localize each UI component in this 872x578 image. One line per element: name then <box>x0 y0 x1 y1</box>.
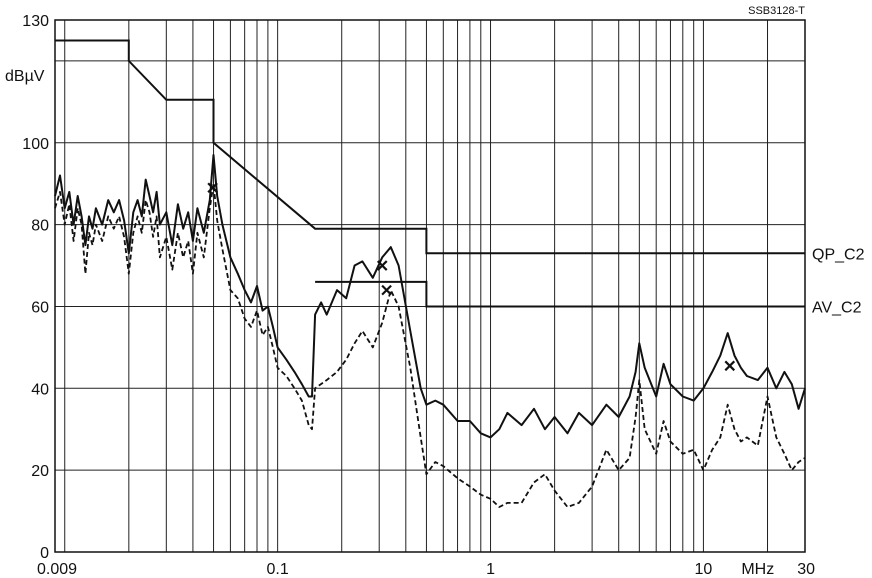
x-tick-labels: 0.009 0.1 1 10 30 <box>37 561 815 578</box>
solid-trace <box>54 154 806 439</box>
y-tick-label: 0 <box>40 545 49 562</box>
y-tick-labels: 0 20 40 60 80 100 130 <box>22 13 49 562</box>
limit-line-qp-c2 <box>55 39 805 255</box>
figure-id: SSB3128-T <box>748 5 805 17</box>
peak-marker <box>376 260 388 271</box>
y-tick-label: 130 <box>22 13 49 30</box>
dashed-trace <box>54 182 806 508</box>
peak-marker-stroke <box>381 284 392 296</box>
peak-marker <box>381 284 392 296</box>
limit-label-av-c2: AV_C2 <box>812 299 862 316</box>
plot-frame <box>54 19 806 553</box>
peak-markers <box>207 182 736 372</box>
y-axis-label: dBµV <box>5 68 45 85</box>
x-axis-label: MHz <box>741 561 774 578</box>
x-tick-label: 0.1 <box>267 561 289 578</box>
x-tick-label: 30 <box>797 561 815 578</box>
y-tick-label: 80 <box>31 218 49 235</box>
measurement-series <box>54 154 806 508</box>
limit-line-labels: QP_C2 AV_C2 <box>812 246 865 316</box>
y-tick-label: 40 <box>31 381 49 398</box>
limit-lines <box>55 39 805 308</box>
y-tick-label: 100 <box>22 136 49 153</box>
peak-marker <box>207 182 218 194</box>
peak-marker-stroke <box>207 182 218 194</box>
x-tick-label: 10 <box>695 561 713 578</box>
limit-label-qp-c2: QP_C2 <box>812 246 865 263</box>
peak-marker-stroke <box>724 360 736 372</box>
peak-marker <box>724 360 736 372</box>
y-tick-label: 20 <box>31 463 49 480</box>
limit-line-av-c2 <box>315 280 805 308</box>
x-tick-label: 0.009 <box>37 561 77 578</box>
peak-marker-stroke <box>376 260 388 271</box>
y-tick-label: 60 <box>31 299 49 316</box>
horizontal-gridlines <box>55 60 805 471</box>
x-tick-label: 1 <box>486 561 495 578</box>
